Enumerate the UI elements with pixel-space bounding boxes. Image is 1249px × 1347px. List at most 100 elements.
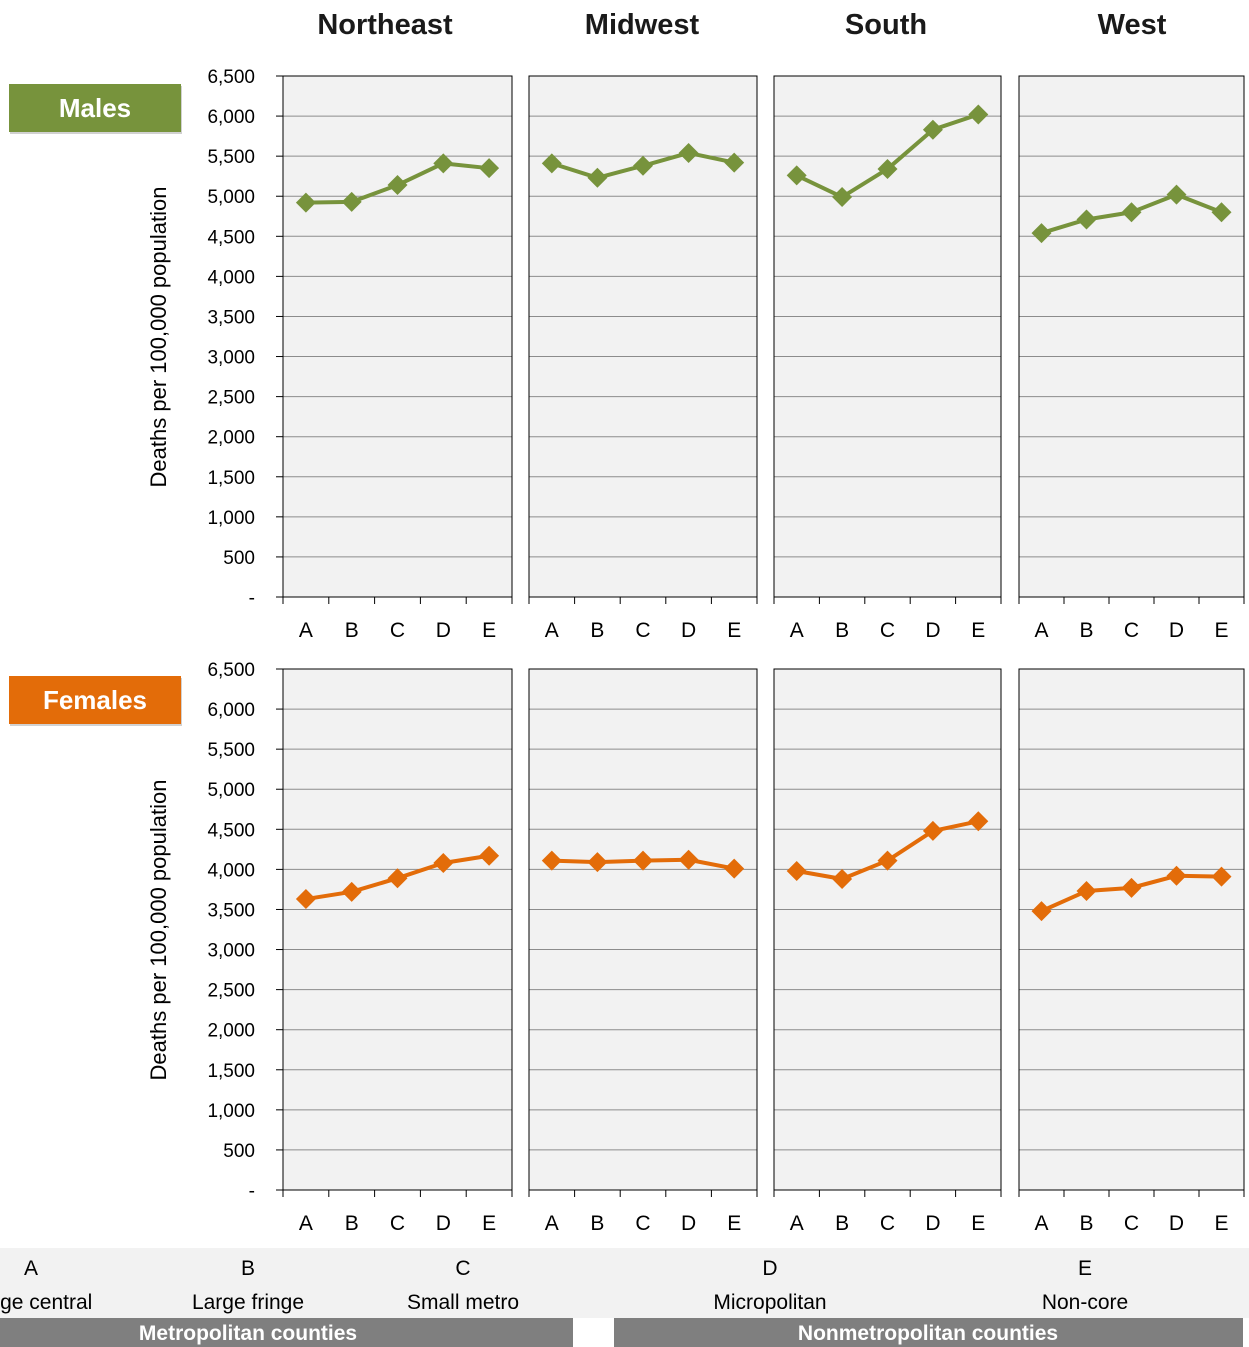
data-point-marker [1031,901,1052,922]
x-tick-label: A [790,619,804,642]
y-axis-label: Deaths per 100,000 population [146,780,171,1081]
category-legend: A Large central B Large fringe C Small metro D… [0,1248,1249,1347]
x-tick-label: C [880,1212,895,1235]
y-tick-label: 6,000 [207,700,255,721]
data-point-marker [786,165,807,186]
y-tick-label: 6,500 [207,67,255,88]
plot-area [529,669,757,1190]
panel-males-midwest: A B C D E [528,75,758,642]
y-tick-label: - [249,1181,255,1202]
row-badge-males [9,84,181,132]
x-tick-label: D [436,1212,451,1235]
legend-letter: E [1078,1257,1092,1280]
y-tick-label: 6,500 [207,660,255,681]
panel-females-northeast: A B C D E [276,668,513,1235]
group-bar-nonmetropolitan-counties [614,1318,1243,1347]
y-tick-label: 5,500 [207,147,255,168]
data-point-marker [341,191,362,212]
data-point-marker [387,868,408,889]
y-tick-label: 3,000 [207,941,255,962]
y-tick-label: 3,500 [207,307,255,328]
x-tick-label: C [390,619,405,642]
y-tick-label: 2,500 [207,981,255,1002]
y-tick-label: 1,000 [207,508,255,529]
x-tick-label: A [545,619,559,642]
data-point-marker [479,845,500,866]
x-tick-label: D [681,619,696,642]
data-point-marker [1211,866,1232,887]
plot-area [774,669,1001,1190]
panels: Males Deaths per 100,000 population - 500 1,… [9,67,1245,1235]
y-tick-label: 3,000 [207,348,255,369]
x-tick-label: C [1124,619,1139,642]
data-point-marker [1076,881,1097,902]
x-tick-label: C [635,1212,650,1235]
x-tick-label: B [590,619,604,642]
x-tick-label: E [727,619,741,642]
plot-area [283,76,512,597]
data-point-marker [433,852,454,873]
region-title-south: South [845,9,927,41]
data-point-marker [633,850,653,871]
data-point-marker [678,142,699,163]
region-titles: Northeast Midwest South West [317,9,1166,41]
data-point-marker [922,119,943,140]
data-point-marker [433,153,454,174]
x-tick-label: D [925,619,940,642]
legend-category-name: Large central [0,1291,92,1314]
panel-males-south: A B C D E [773,75,1002,642]
y-tick-label: 1,500 [207,1061,255,1082]
x-tick-label: D [1169,1212,1184,1235]
plot-area [1019,76,1244,597]
plot-area [1019,669,1244,1190]
y-tick-label: 2,500 [207,388,255,409]
data-point-marker [295,192,316,213]
x-tick-label: B [835,1212,849,1235]
y-tick-label: 4,000 [207,267,255,288]
y-tick-label: 500 [223,548,255,569]
data-point-marker [387,175,408,196]
x-tick-label: E [482,619,496,642]
data-point-marker [968,104,989,125]
data-point-marker [1211,202,1232,223]
group-bar-metropolitan-counties [0,1318,573,1347]
legend-letter: D [762,1257,777,1280]
x-tick-label: E [1214,1212,1228,1235]
y-tick-label: 6,000 [207,107,255,128]
row-badge-label: Females [43,685,147,715]
region-title-midwest: Midwest [585,9,700,41]
legend-letter: C [455,1257,470,1280]
x-tick-label: A [299,1212,313,1235]
data-point-marker [479,158,500,179]
data-point-marker [922,820,943,841]
x-tick-label: B [345,1212,359,1235]
legend-letter: A [24,1257,38,1280]
data-point-marker [1166,184,1187,205]
legend-category-name: Large fringe [192,1291,304,1314]
y-tick-label: 5,000 [207,187,255,208]
data-point-marker [1031,223,1052,244]
data-point-marker [633,155,653,176]
data-point-marker [1121,202,1142,223]
row-females: Females Deaths per 100,000 population - 500… [9,660,1245,1235]
data-point-marker [724,858,745,879]
legend-letter: B [241,1257,255,1280]
data-point-marker [877,158,898,179]
y-tick-label: - [249,588,255,609]
x-tick-label: A [1034,619,1048,642]
x-tick-label: B [1079,1212,1093,1235]
row-badge-label: Males [59,93,131,123]
x-tick-label: E [971,1212,985,1235]
x-tick-label: E [1214,619,1228,642]
data-point-marker [541,850,562,871]
x-tick-label: E [727,1212,741,1235]
data-point-marker [678,849,699,870]
panel-males-west: A B C D E [1018,75,1245,642]
plot-area [774,76,1001,597]
x-tick-label: C [880,619,895,642]
x-tick-label: D [436,619,451,642]
group-label: Nonmetropolitan counties [798,1322,1058,1345]
x-tick-label: E [971,619,985,642]
data-point-marker [832,187,853,208]
panel-females-west: A B C D E [1018,668,1245,1235]
